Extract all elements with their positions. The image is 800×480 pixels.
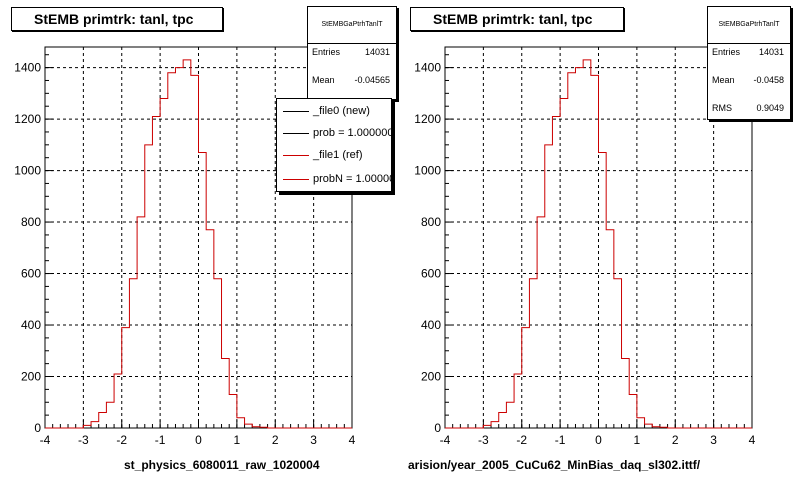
- chart-title: StEMB primtrk: tanl, tpc: [11, 7, 223, 31]
- stats-name: StEMBGaPtrhTanlT: [708, 7, 790, 44]
- x-tick-label: -2: [516, 433, 527, 447]
- stats-mean-row: Mean -0.04565: [312, 75, 390, 85]
- stats-box: StEMBGaPtrhTanlT Entries 14031 Mean -0.0…: [707, 6, 791, 120]
- y-tick-label: 1400: [414, 61, 441, 75]
- legend-label: prob = 1.000000: [313, 127, 392, 139]
- legend-swatch-new: [283, 110, 309, 112]
- legend: _file0 (new) prob = 1.000000 _file1 (ref…: [276, 98, 392, 192]
- y-tick-label: 400: [421, 318, 441, 332]
- legend-swatch-prob: [283, 132, 309, 134]
- x-tick-label: 1: [634, 433, 641, 447]
- x-tick-label: 0: [595, 433, 602, 447]
- legend-entry: prob = 1.000000: [277, 123, 392, 143]
- x-tick-label: 1: [234, 433, 241, 447]
- legend-swatch-ref: [283, 154, 309, 156]
- x-tick-label: -1: [555, 433, 566, 447]
- x-tick-label: 2: [672, 433, 679, 447]
- y-tick-label: 600: [421, 267, 441, 281]
- chart-title: StEMB primtrk: tanl, tpc: [410, 7, 624, 31]
- stats-entries-row: Entries 14031: [312, 47, 390, 57]
- y-tick-label: 1200: [14, 112, 41, 126]
- y-tick-label: 1200: [414, 112, 441, 126]
- y-tick-label: 0: [434, 421, 441, 435]
- x-tick-label: 3: [710, 433, 717, 447]
- stats-mean-row: Mean -0.0458: [712, 75, 784, 85]
- legend-entry: _file1 (ref): [277, 145, 363, 165]
- x-tick-label: -3: [478, 433, 489, 447]
- y-tick-label: 200: [21, 370, 41, 384]
- x-tick-label: 4: [749, 433, 756, 447]
- x-tick-label: -1: [155, 433, 166, 447]
- x-tick-label: -2: [116, 433, 127, 447]
- histogram-series-line: [445, 59, 752, 429]
- stats-entries-row: Entries 14031: [712, 47, 784, 57]
- y-tick-label: 0: [34, 421, 41, 435]
- legend-swatch-probn: [283, 178, 309, 180]
- y-tick-label: 200: [421, 370, 441, 384]
- stats-entries-value: 14031: [364, 47, 390, 57]
- legend-label: probN = 1.000000: [313, 173, 391, 185]
- y-tick-label: 800: [21, 215, 41, 229]
- stats-rms-label: RMS: [712, 103, 732, 113]
- legend-entry: _file0 (new): [277, 101, 370, 121]
- y-tick-label: 1000: [14, 164, 41, 178]
- legend-entry: probN = 1.000000: [277, 169, 391, 189]
- stats-mean-label: Mean: [312, 75, 335, 85]
- stats-rms-value: 0.9049: [756, 103, 784, 113]
- right-histogram-plot: -4 -3 -2 -1 0 1 2 3 4 0 200 400 600 800 1000 1200 1400: [414, 46, 756, 447]
- y-tick-label: 800: [421, 215, 441, 229]
- x-tick-label: 2: [272, 433, 279, 447]
- x-tick-label: 0: [195, 433, 202, 447]
- y-tick-label: 600: [21, 267, 41, 281]
- right-pad: -4 -3 -2 -1 0 1 2 3 4 0 200 400 600 800 1000 1200 1400 S…: [400, 0, 800, 480]
- stats-entries-label: Entries: [712, 47, 741, 57]
- left-pad: -4 -3 -2 -1 0 1 2 3 4 0 200 400 600 800 1000 1200 1400 S…: [11, 6, 397, 472]
- x-axis-title: st_physics_6080011_raw_1020004: [124, 458, 320, 472]
- x-tick-label: 3: [310, 433, 317, 447]
- stats-mean-value: -0.04565: [354, 75, 390, 85]
- x-axis-title: arision/year_2005_CuCu62_MinBias_daq_sl3…: [408, 458, 701, 472]
- x-tick-label: -3: [78, 433, 89, 447]
- stats-mean-label: Mean: [712, 75, 735, 85]
- y-tick-label: 1400: [14, 61, 41, 75]
- legend-label: _file1 (ref): [313, 149, 363, 161]
- histogram-series-line: [45, 59, 352, 429]
- x-tick-label: -4: [40, 433, 51, 447]
- stats-mean-value: -0.0458: [753, 75, 784, 85]
- y-tick-label: 1000: [414, 164, 441, 178]
- legend-label: _file0 (new): [313, 105, 370, 117]
- stats-rms-row: RMS 0.9049: [712, 103, 784, 113]
- x-tick-label: -4: [440, 433, 451, 447]
- stats-box: StEMBGaPtrhTanlT Entries 14031 Mean -0.0…: [307, 6, 397, 100]
- stats-name: StEMBGaPtrhTanlT: [308, 7, 396, 44]
- y-tick-label: 400: [21, 318, 41, 332]
- x-tick-label: 4: [349, 433, 356, 447]
- stats-entries-label: Entries: [312, 47, 341, 57]
- stats-entries-value: 14031: [758, 47, 784, 57]
